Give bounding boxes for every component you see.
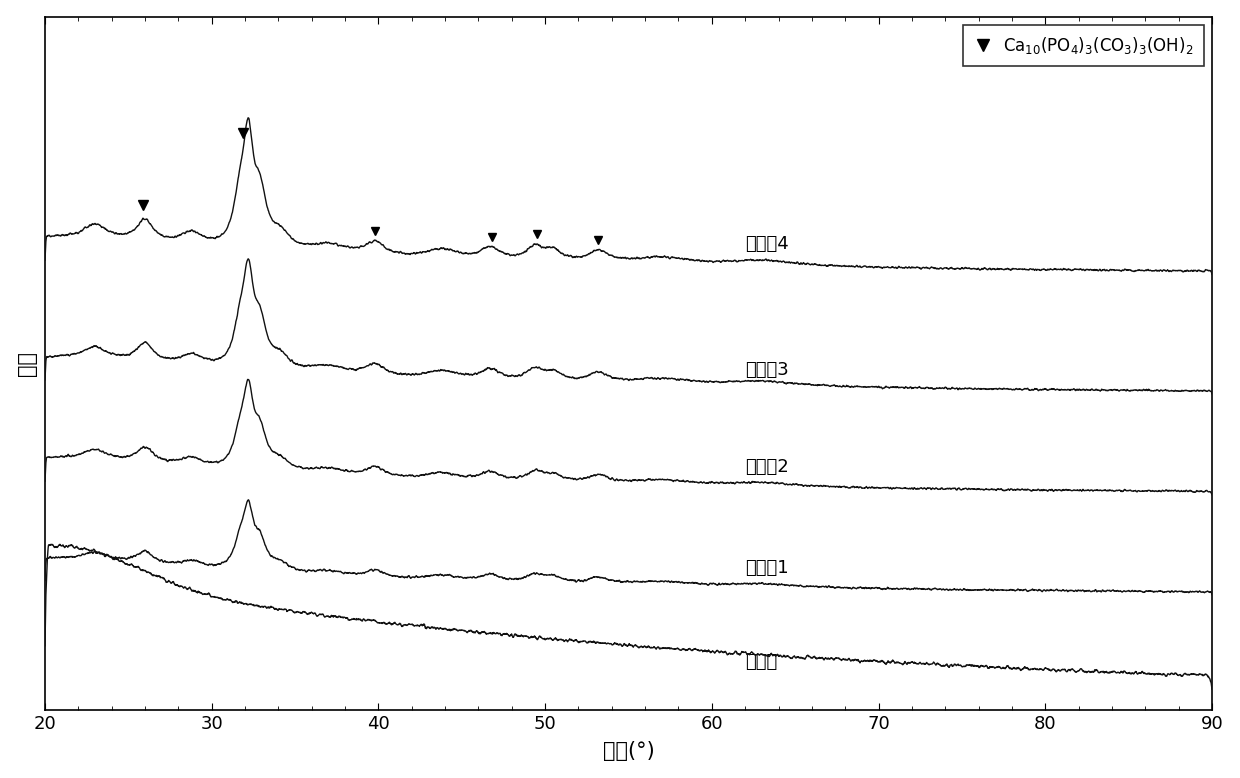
Text: 实施例1: 实施例1 xyxy=(745,559,789,576)
X-axis label: 角度(°): 角度(°) xyxy=(603,741,655,762)
Text: 实施例2: 实施例2 xyxy=(745,458,789,476)
Text: 实施例4: 实施例4 xyxy=(745,234,789,253)
Text: 矿化前: 矿化前 xyxy=(745,653,777,671)
Text: 实施例3: 实施例3 xyxy=(745,361,789,379)
Legend: Ca$_{10}$(PO$_4$)$_3$(CO$_3$)$_3$(OH)$_2$: Ca$_{10}$(PO$_4$)$_3$(CO$_3$)$_3$(OH)$_2… xyxy=(963,25,1204,66)
Y-axis label: 强度: 强度 xyxy=(16,351,37,376)
